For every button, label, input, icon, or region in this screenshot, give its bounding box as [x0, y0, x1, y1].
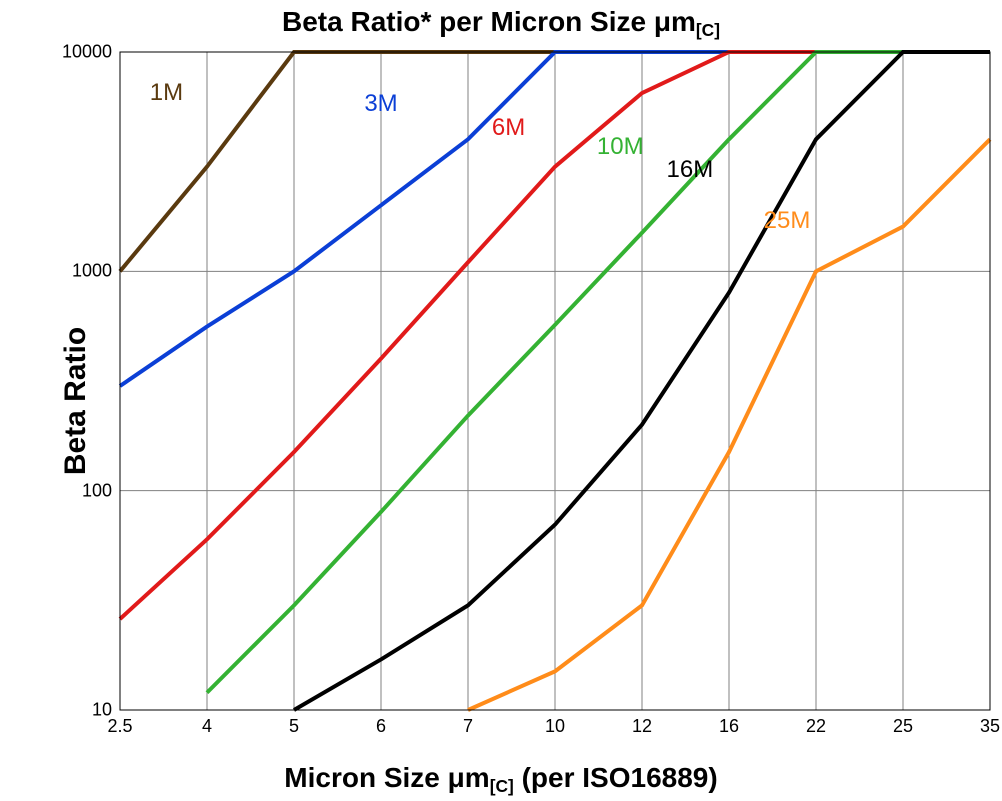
x-tick-label: 22: [806, 716, 826, 737]
x-tick-label: 10: [545, 716, 565, 737]
x-tick-label: 16: [719, 716, 739, 737]
x-tick-label: 6: [376, 716, 386, 737]
y-tick-label: 1000: [72, 261, 112, 282]
x-tick-label: 25: [893, 716, 913, 737]
series-label-1M: 1M: [150, 79, 183, 107]
y-tick-label: 10000: [62, 42, 112, 63]
x-tick-label: 35: [980, 716, 1000, 737]
chart-container: Beta Ratio* per Micron Size μm[C] Beta R…: [0, 0, 1002, 801]
x-tick-label: 5: [289, 716, 299, 737]
x-tick-label: 4: [202, 716, 212, 737]
y-tick-label: 100: [82, 480, 112, 501]
series-label-6M: 6M: [492, 114, 525, 142]
series-label-10M: 10M: [597, 133, 644, 161]
series-label-3M: 3M: [364, 90, 397, 118]
x-tick-label: 12: [632, 716, 652, 737]
series-label-25M: 25M: [764, 207, 811, 235]
x-tick-label: 7: [463, 716, 473, 737]
series-label-16M: 16M: [667, 156, 714, 184]
y-tick-label: 10: [92, 700, 112, 721]
